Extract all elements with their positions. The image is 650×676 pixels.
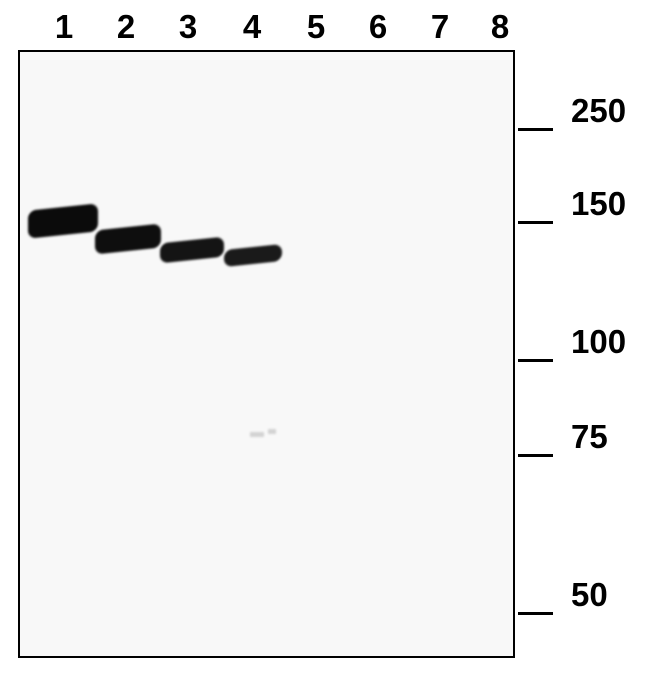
- marker-50: 50: [518, 593, 608, 633]
- faint-mark-1: [268, 429, 276, 434]
- marker-100: 100: [518, 340, 626, 380]
- marker-tick-150: [518, 221, 553, 224]
- faint-mark-0: [250, 432, 264, 437]
- lane-label-2: 2: [96, 8, 156, 46]
- marker-150: 150: [518, 202, 626, 242]
- band-lane-2: [95, 224, 161, 255]
- marker-75: 75: [518, 435, 608, 475]
- lane-labels: 12345678: [0, 8, 650, 48]
- blot-membrane: [20, 52, 513, 656]
- lane-label-6: 6: [348, 8, 408, 46]
- band-lane-3: [160, 237, 224, 264]
- marker-tick-250: [518, 128, 553, 131]
- band-lane-4: [224, 244, 282, 267]
- lane-label-3: 3: [158, 8, 218, 46]
- marker-label-100: 100: [571, 323, 626, 361]
- marker-tick-50: [518, 612, 553, 615]
- band-lane-1: [28, 203, 98, 238]
- marker-tick-75: [518, 454, 553, 457]
- lane-label-8: 8: [470, 8, 530, 46]
- marker-label-50: 50: [571, 576, 608, 614]
- lane-label-1: 1: [34, 8, 94, 46]
- marker-label-150: 150: [571, 185, 626, 223]
- marker-label-75: 75: [571, 418, 608, 456]
- blot-frame: [18, 50, 515, 658]
- lane-label-5: 5: [286, 8, 346, 46]
- lane-label-4: 4: [222, 8, 282, 46]
- marker-label-250: 250: [571, 92, 626, 130]
- marker-tick-100: [518, 359, 553, 362]
- lane-label-7: 7: [410, 8, 470, 46]
- marker-250: 250: [518, 109, 626, 149]
